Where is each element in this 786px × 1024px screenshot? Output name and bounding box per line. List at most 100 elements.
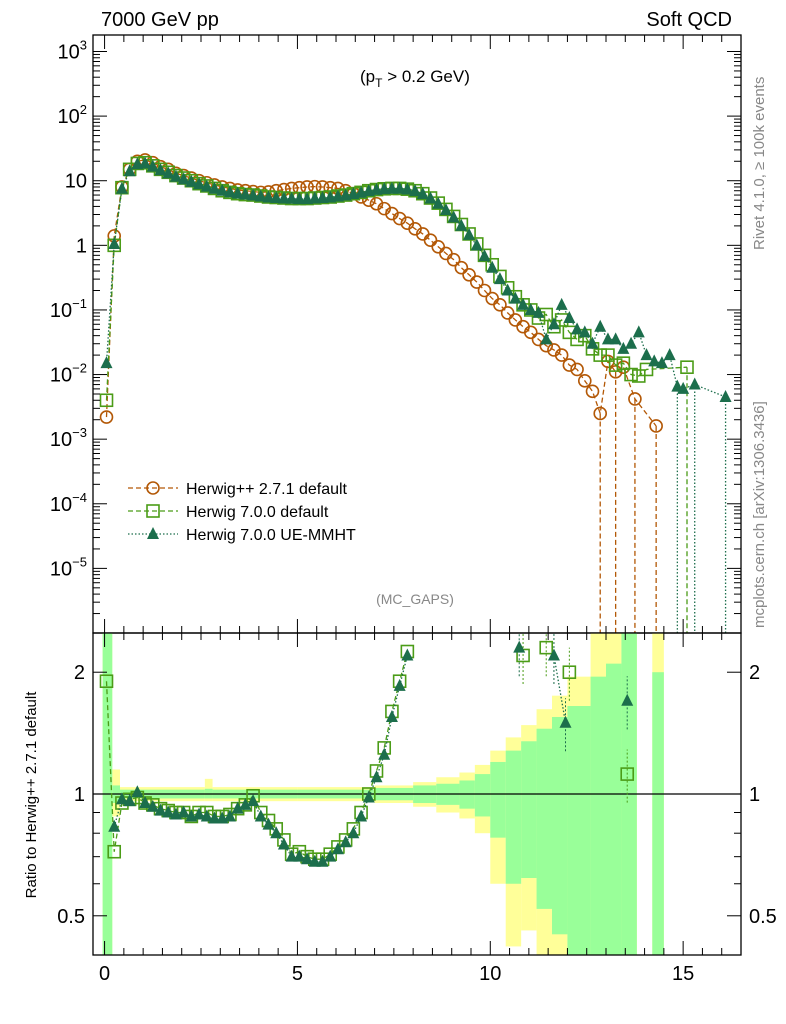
triangle-marker	[393, 181, 406, 194]
series-line	[105, 651, 408, 860]
series-square	[99, 155, 694, 633]
triangle-marker	[200, 809, 213, 822]
stat-uncertainty-band	[521, 741, 537, 878]
circle-marker	[454, 260, 469, 275]
triangle-marker	[470, 238, 483, 251]
square-marker	[99, 393, 114, 408]
y-tick-label: 1	[76, 235, 87, 257]
triangle-marker	[401, 182, 414, 195]
square-marker	[539, 640, 554, 655]
stat-uncertainty-band	[606, 663, 622, 955]
triangle-marker	[347, 826, 360, 839]
square-marker	[593, 348, 608, 362]
y-tick-exp: 3	[80, 37, 87, 52]
circle-marker	[554, 348, 569, 362]
ratio-y-tick-label-right: 1	[749, 784, 760, 806]
triangle-marker	[719, 389, 732, 402]
circle-marker	[562, 358, 577, 372]
circle-marker	[369, 196, 384, 211]
x-tick-label: 10	[479, 963, 501, 985]
triangle-marker	[393, 678, 406, 691]
triangle-marker	[262, 190, 275, 203]
triangle-marker	[385, 709, 398, 722]
square-marker	[107, 844, 122, 859]
triangle-marker	[547, 317, 560, 330]
square-marker	[620, 767, 635, 781]
ratio-y-tick-label-right: 2	[749, 662, 760, 684]
title-left: 7000 GeV pp	[101, 9, 219, 31]
circle-marker	[628, 392, 642, 406]
triangle-marker	[169, 169, 182, 182]
triangle-marker	[247, 188, 260, 201]
triangle-marker	[115, 181, 128, 194]
mcplots-label: mcplots.cern.ch [arXiv:1306.3436]	[751, 401, 768, 628]
rivet-label: Rivet 4.1.0, ≥ 100k events	[751, 77, 768, 250]
triangle-marker	[517, 297, 530, 310]
triangle-marker	[447, 210, 460, 223]
triangle-marker	[231, 801, 244, 814]
triangle-marker	[239, 797, 252, 810]
triangle-marker	[547, 648, 560, 661]
ratio-y-tick-label-right: 0.5	[749, 906, 777, 928]
triangle-marker	[513, 640, 526, 653]
triangle-marker	[655, 356, 668, 369]
triangle-marker	[262, 817, 275, 830]
circle-marker	[462, 267, 476, 282]
ratio-ylabel: Ratio to Herwig++ 2.7.1 default	[23, 691, 40, 899]
triangle-marker	[254, 809, 267, 822]
triangle-marker	[401, 648, 414, 661]
triangle-marker	[601, 332, 614, 345]
circle-marker	[99, 410, 114, 424]
triangle-marker	[162, 805, 175, 818]
triangle-marker	[571, 322, 584, 335]
stat-uncertainty-band	[567, 706, 591, 955]
y-tick-exp: −2	[72, 361, 87, 376]
triangle-marker	[663, 348, 676, 361]
triangle-marker	[324, 849, 337, 862]
x-tick-label: 5	[292, 963, 303, 985]
triangle-marker	[632, 325, 645, 338]
triangle-marker	[147, 527, 159, 539]
x-tick-label: 0	[99, 963, 110, 985]
triangle-marker	[254, 189, 267, 202]
y-tick-label: 10−3	[50, 425, 87, 451]
triangle-marker	[432, 196, 445, 209]
triangle-marker	[139, 796, 152, 809]
triangle-marker	[586, 336, 599, 349]
triangle-marker	[594, 319, 607, 332]
y-tick-exp: 2	[80, 102, 87, 117]
triangle-marker	[640, 348, 653, 361]
triangle-marker	[555, 297, 568, 310]
y-tick-exp: −4	[72, 490, 87, 505]
stat-uncertainty-band	[490, 761, 506, 838]
stat-uncertainty-band	[621, 633, 637, 955]
triangle-marker	[123, 164, 136, 177]
stat-uncertainty-band	[505, 750, 522, 884]
triangle-marker	[277, 191, 290, 204]
y-tick-base: 10	[50, 300, 72, 322]
square-marker	[639, 362, 654, 377]
x-tick-label: 15	[672, 963, 694, 985]
square-marker	[608, 358, 623, 372]
triangle-marker	[621, 693, 634, 706]
ratio-y-tick-label-left: 0.5	[57, 906, 85, 928]
circle-marker	[469, 275, 484, 289]
triangle-marker	[439, 203, 452, 216]
y-tick-label: 102	[58, 102, 87, 128]
y-tick-label: 103	[58, 37, 87, 63]
triangle-marker	[308, 854, 321, 867]
circle-marker	[508, 313, 523, 327]
ratio-series-triangle	[108, 633, 634, 867]
triangle-marker	[540, 332, 553, 345]
triangle-marker	[578, 325, 591, 338]
triangle-marker	[277, 837, 290, 850]
circle-marker	[392, 211, 407, 226]
triangle-marker	[463, 227, 476, 240]
ratio-y-tick-label-left: 2	[74, 662, 85, 684]
triangle-marker	[216, 183, 229, 196]
triangle-marker	[223, 185, 236, 198]
triangle-marker	[285, 849, 298, 862]
circle-marker	[146, 481, 160, 495]
triangle-marker	[270, 191, 283, 204]
